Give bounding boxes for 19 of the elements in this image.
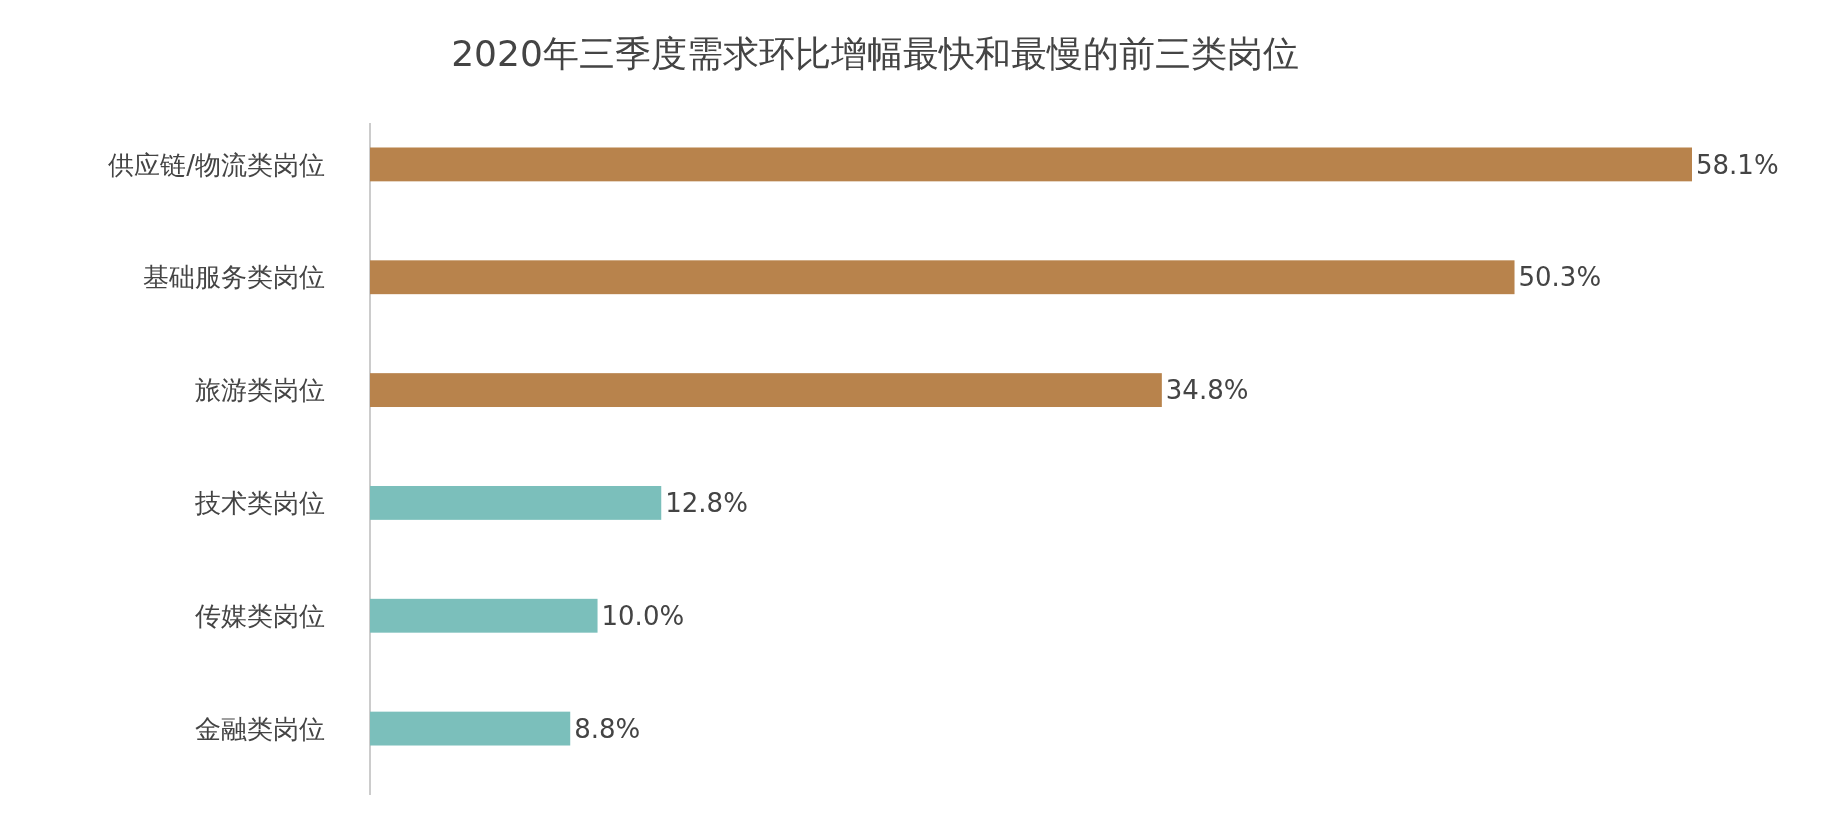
data-label: 50.3% xyxy=(1518,262,1602,293)
y-tick-label: 传媒类岗位 xyxy=(195,600,325,631)
bar xyxy=(370,147,1692,182)
y-tick-label: 旅游类岗位 xyxy=(195,375,325,406)
y-tick-label: 基础服务类岗位 xyxy=(143,262,325,293)
data-label: 10.0% xyxy=(601,600,685,631)
data-label: 58.1% xyxy=(1696,149,1779,180)
bar xyxy=(370,598,598,633)
y-tick-label: 供应链/物流类岗位 xyxy=(108,149,325,180)
bar xyxy=(370,260,1515,295)
bar xyxy=(370,485,662,520)
data-label: 12.8% xyxy=(665,488,748,519)
bar xyxy=(370,373,1162,408)
y-tick-label: 技术类岗位 xyxy=(194,488,325,519)
data-label: 34.8% xyxy=(1165,375,1249,406)
bar xyxy=(370,711,571,746)
data-label: 8.8% xyxy=(574,713,641,744)
chart-title: 2020年三季度需求环比增幅最快和最慢的前三类岗位 xyxy=(451,33,1299,74)
y-tick-label: 金融类岗位 xyxy=(195,713,325,744)
